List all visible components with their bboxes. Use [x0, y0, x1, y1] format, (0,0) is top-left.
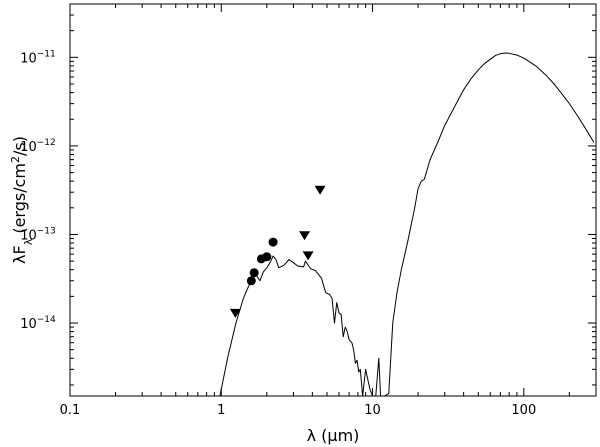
y-axis-title-prefix: λF	[10, 245, 29, 264]
y-tick-label: 10−11	[20, 49, 56, 66]
ticks-layer: 0.1 1 10 100 10−14 10−13 10−12 10−11	[20, 3, 597, 418]
x-tick-label: 100	[511, 403, 536, 418]
x-tick-label: 1	[217, 403, 225, 418]
y-tick-label: 10−14	[20, 315, 56, 332]
y-tick-label: 10−13	[20, 226, 56, 243]
y-tick-label: 10−12	[20, 138, 56, 155]
x-axis-title: λ (μm)	[307, 426, 360, 445]
y-axis-title: λFλ (ergs/cm2/s)	[9, 136, 35, 264]
y-axis-title-units-sup: 2	[9, 156, 22, 163]
detection-point	[262, 252, 272, 262]
markers-layer	[229, 185, 326, 318]
upper-limit-marker	[302, 251, 314, 261]
x-tick-label: 0.1	[60, 403, 81, 418]
plot-frame	[69, 3, 597, 397]
detection-point	[249, 268, 259, 278]
series-layer	[219, 52, 595, 397]
y-axis-title-sub: λ	[22, 238, 35, 245]
upper-limit-marker	[299, 231, 311, 241]
x-tick-label: 10	[364, 403, 381, 418]
y-axis-title-units-close: /s)	[10, 136, 29, 156]
detection-point	[268, 237, 278, 247]
upper-limit-marker	[229, 308, 241, 318]
y-axis-title-units: (ergs/cm	[10, 163, 29, 239]
model-sed-line	[219, 52, 595, 397]
upper-limit-marker	[314, 185, 326, 195]
detection-point	[246, 276, 256, 286]
